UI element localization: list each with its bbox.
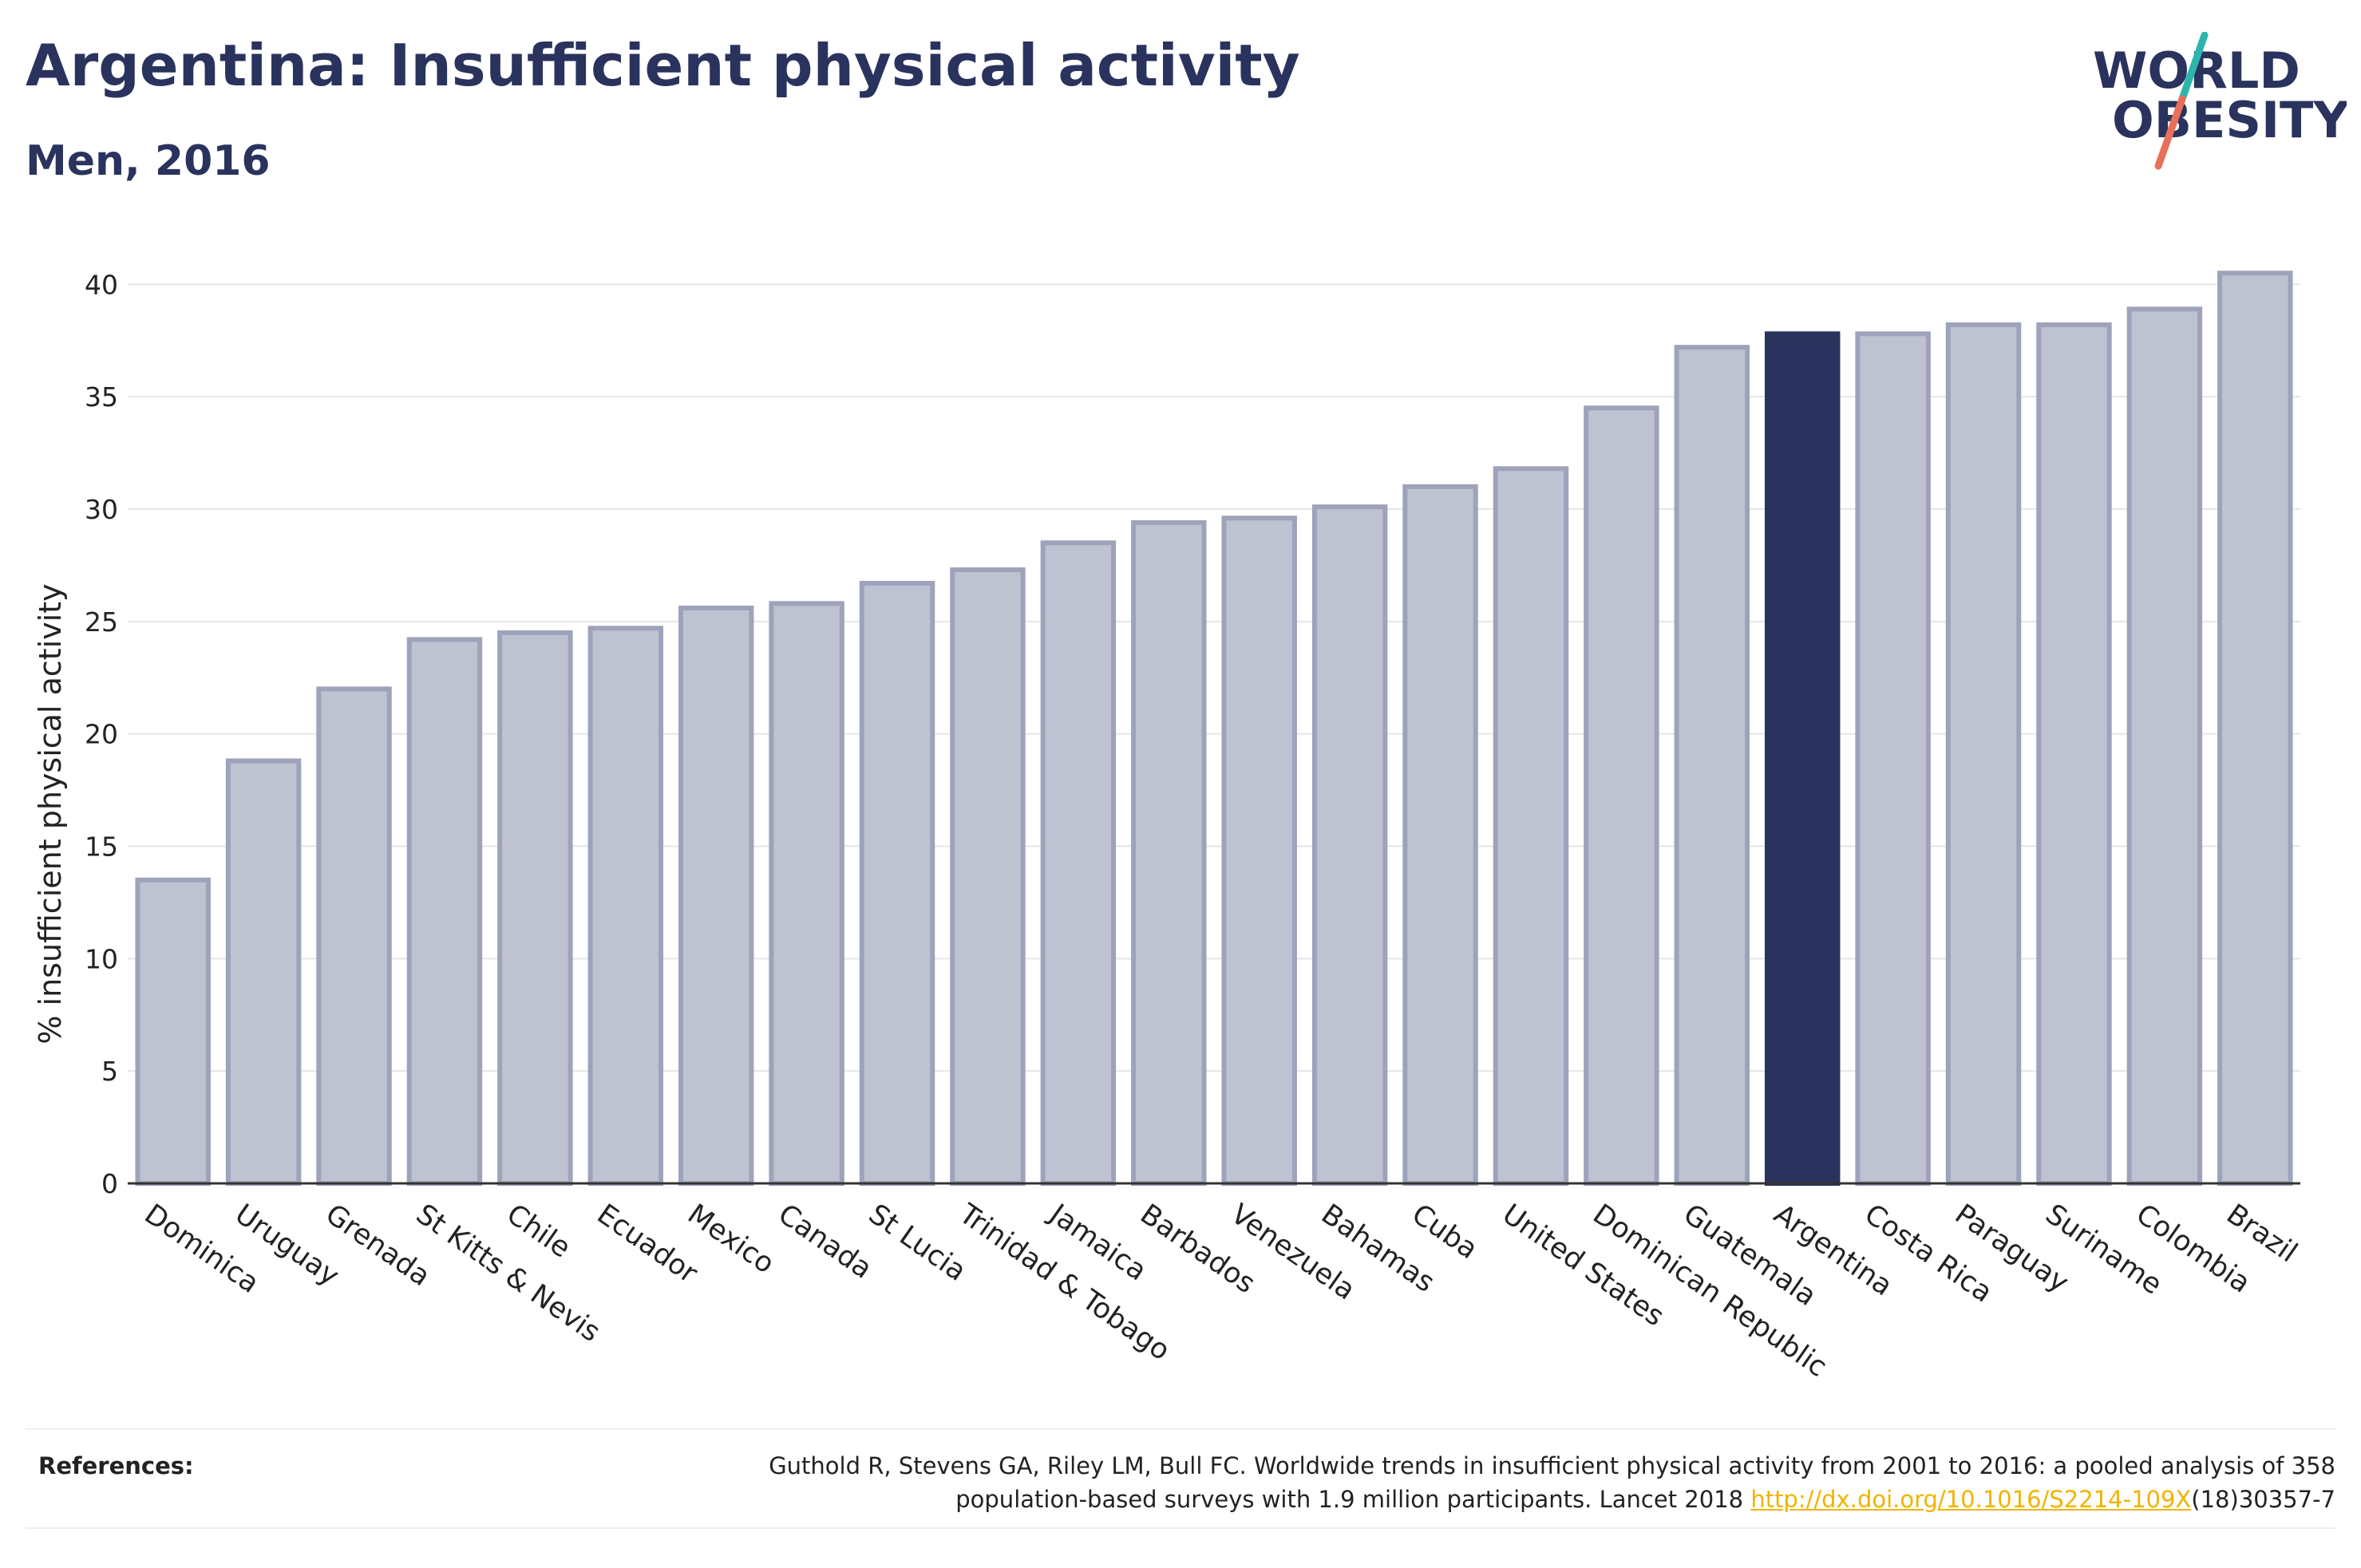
references-label: References: [38, 1452, 194, 1479]
bar-colombia [2126, 306, 2203, 1187]
x-tick-label: Cuba [1406, 1199, 1483, 1266]
page-title: Argentina: Insufficient physical activit… [26, 32, 1300, 99]
y-tick-label: 15 [85, 831, 118, 863]
bar-united-states [1493, 466, 1569, 1186]
y-tick-label: 25 [85, 606, 118, 638]
bar-dominican-republic [1584, 405, 1659, 1186]
reference-line1: Guthold R, Stevens GA, Riley LM, Bull FC… [769, 1452, 2335, 1479]
bar-brazil [2217, 271, 2293, 1186]
y-tick-label: 20 [85, 719, 118, 750]
bar-st-lucia [859, 580, 935, 1186]
logo-slash-coral [2154, 95, 2186, 170]
bar-paraguay [1945, 322, 2022, 1186]
bar-jamaica [1040, 540, 1117, 1186]
bar-cuba [1402, 484, 1478, 1186]
page-subtitle: Men, 2016 [26, 137, 271, 185]
bar-suriname [2036, 322, 2112, 1186]
reference-line2-prefix: population-based surveys with 1.9 millio… [955, 1486, 1751, 1513]
bar-chile [497, 630, 573, 1186]
y-axis-label: % insufficient physical activity [33, 583, 68, 1044]
bar-uruguay [225, 758, 302, 1186]
bar-guatemala [1674, 345, 1750, 1187]
bar-dominica [135, 877, 211, 1186]
y-tick-labels: 0 5 10 15 20 25 30 35 40 [85, 269, 118, 1199]
logo-slash-teal [2178, 32, 2209, 103]
bar-costa-rica [1855, 331, 1931, 1186]
references-text: Guthold R, Stevens GA, Riley LM, Bull FC… [659, 1449, 2335, 1516]
bar-barbados [1131, 519, 1207, 1186]
y-tick-label: 5 [101, 1056, 118, 1087]
bar-canada [769, 601, 844, 1186]
bars [135, 271, 2293, 1187]
bar-ecuador [587, 626, 664, 1186]
world-obesity-logo: WORLD OBESITY [2093, 32, 2347, 170]
y-tick-label: 40 [85, 269, 118, 300]
x-tick-label: Canada [772, 1199, 877, 1286]
x-tick-label: Chile [500, 1199, 576, 1265]
x-tick-label: Ecuador [591, 1199, 704, 1290]
bar-grenada [316, 686, 392, 1186]
bar-chart: 0 5 10 15 20 25 30 35 40 DominicaUruguayGrenadaS… [33, 269, 2304, 1383]
bar-bahamas [1311, 504, 1388, 1186]
reference-doi-link[interactable]: http://dx.doi.org/10.1016/S2214-109X [1750, 1486, 2192, 1513]
y-tick-label: 10 [85, 943, 118, 974]
reference-line2-suffix: (18)30357-7 [2191, 1486, 2335, 1513]
x-tick-label: St Lucia [863, 1199, 971, 1288]
bar-argentina [1764, 331, 1841, 1186]
bar-mexico [678, 605, 754, 1186]
bar-venezuela [1221, 515, 1297, 1186]
y-tick-label: 30 [85, 494, 118, 525]
x-tick-label: United States [1497, 1199, 1670, 1333]
references-box: References: Guthold R, Stevens GA, Riley… [26, 1428, 2335, 1529]
y-tick-label: 0 [101, 1168, 118, 1199]
y-tick-label: 35 [85, 381, 118, 413]
bar-st-kitts-nevis [406, 637, 483, 1186]
bar-trinidad-tobago [950, 567, 1026, 1186]
logo-line2: OBESITY [2112, 91, 2347, 149]
